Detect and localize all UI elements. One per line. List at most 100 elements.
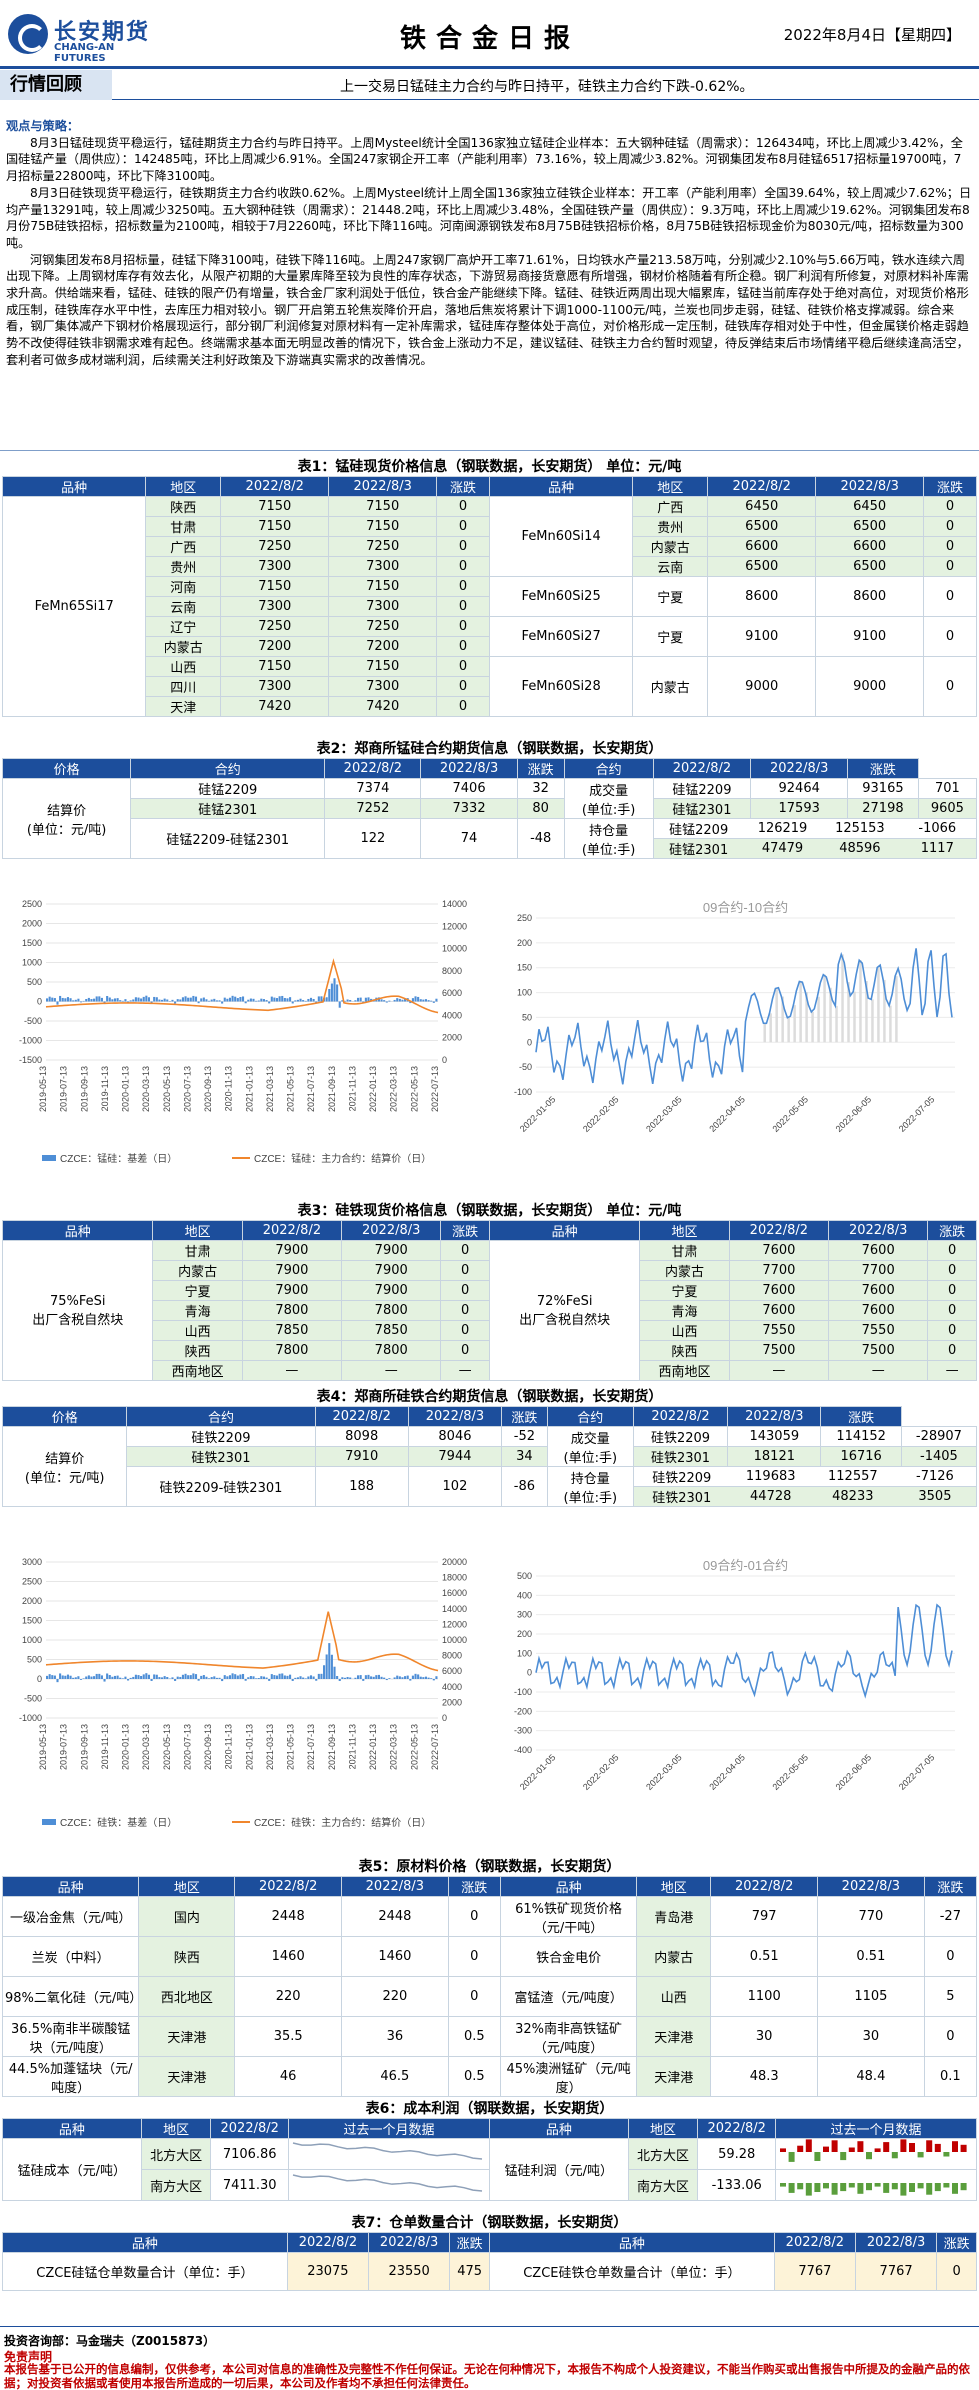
table-cell: 7550 [729, 1321, 828, 1341]
basis-bar [310, 998, 312, 1002]
table-cell: 西南地区 [640, 1361, 729, 1381]
table-cell: 6600 [816, 537, 924, 557]
basis-bar [425, 999, 427, 1001]
y-tick-label: 400 [517, 1590, 532, 1600]
table-cell: 2448 [342, 1897, 449, 1937]
table-cell: 0.5 [448, 2017, 500, 2057]
table-cell: 宁夏 [633, 577, 708, 617]
table-cell: 兰炭（中料） [3, 1937, 139, 1977]
table-cell: 内蒙古 [640, 1261, 729, 1281]
basis-bar [166, 1677, 168, 1679]
table-cell: 陕西 [146, 497, 221, 517]
basis-bar [224, 998, 226, 1002]
x-tick-label: 2022-03-13 [389, 1724, 399, 1770]
column-header: 品种 [3, 1877, 139, 1897]
basis-bar [56, 1002, 58, 1005]
basis-bar [242, 1674, 244, 1679]
spread-bar [775, 988, 778, 1042]
product-sub: 出厂含税自然块 [492, 1309, 637, 1328]
sparkbar [900, 2183, 906, 2196]
metric-unit: (单位:手) [550, 1487, 631, 1506]
column-header: 涨跌 [517, 759, 564, 779]
table-cell: 0 [437, 657, 490, 677]
table-cell: 0 [437, 537, 490, 557]
column-header: 品种 [3, 2119, 142, 2139]
table-cell: 6500 [816, 557, 924, 577]
basis-bar [305, 1678, 307, 1679]
basis-bar [417, 997, 419, 1002]
table-cell: 0 [448, 1897, 500, 1937]
table-cell: 7800 [342, 1341, 441, 1361]
basis-bar [75, 1677, 77, 1679]
footer-rule [0, 2326, 979, 2327]
table-cell: 2448 [235, 1897, 342, 1937]
table-cell: 112557 [812, 1467, 894, 1487]
table-cell: 铁合金电价 [500, 1937, 636, 1977]
table-cell: 701 [918, 779, 976, 799]
x-tick-label: 2021-07-13 [306, 1066, 316, 1112]
column-header: 地区 [637, 1877, 711, 1897]
product-grade: 75%FeSi [5, 1294, 150, 1309]
column-header: 地区 [633, 477, 708, 497]
table-cell: 0 [437, 497, 490, 517]
sparkbar [823, 2147, 829, 2152]
basis-bar [49, 1674, 51, 1679]
basis-bar [412, 1676, 414, 1679]
table-cell: 富锰渣（元/吨度） [500, 1977, 636, 2017]
column-header: 2022/8/2 [315, 1407, 408, 1427]
product-grade: 72%FeSi [492, 1294, 637, 1309]
sparkbar [892, 2152, 898, 2158]
report-title: 铁合金日报 [350, 18, 630, 55]
basis-bar [401, 1677, 403, 1679]
basis-bar [386, 1002, 388, 1003]
basis-bar [85, 999, 87, 1001]
basis-bar [205, 999, 207, 1001]
basis-bar [145, 996, 147, 1002]
table-cell: 7900 [242, 1241, 341, 1261]
basis-bar [101, 998, 103, 1002]
basis-bar [164, 999, 166, 1002]
metric-label-text: 成交量 [550, 1428, 631, 1447]
basis-bar [294, 1678, 296, 1679]
table-cell: 47479 [744, 839, 821, 859]
basis-bar [80, 1679, 82, 1680]
basis-bar [124, 999, 126, 1001]
table-cell: 硅铁2209-硅铁2301 [127, 1467, 315, 1507]
x-tick-label: 2021-09-13 [327, 1724, 337, 1770]
basis-bar [185, 1674, 187, 1679]
table-cell: 内蒙古 [146, 637, 221, 657]
metric-label-text: 持仓量 [550, 1468, 631, 1487]
sparkbar [935, 2183, 941, 2191]
x-tick-label: 2019-07-13 [59, 1066, 69, 1112]
basis-bar [77, 999, 79, 1002]
column-header: 2022/8/2 [653, 759, 751, 779]
table-cell: 220 [235, 1977, 342, 2017]
basis-bar [302, 1000, 304, 1001]
basis-bar [286, 998, 288, 1001]
basis-bar [297, 1677, 299, 1679]
table-cell: 青海 [153, 1301, 242, 1321]
basis-bar [208, 1001, 210, 1002]
sparkbar [806, 2183, 812, 2196]
table-cell: 硅铁2301 [633, 1447, 727, 1467]
x-tick-label: 2020-11-13 [224, 1724, 234, 1769]
table-cell: 山西 [153, 1321, 242, 1341]
chart-mnsi-basis: 25002000150010005000-500-1000-1500140001… [2, 892, 482, 1172]
basis-bar [156, 997, 158, 1001]
table-cell: 0 [924, 2017, 976, 2057]
settle-unit: (单位：元/吨) [5, 819, 128, 838]
basis-bar [360, 1675, 362, 1679]
column-header: 合约 [564, 759, 653, 779]
table-cell: 44728 [730, 1487, 812, 1507]
table-cell: 南方大区 [141, 2170, 211, 2201]
basis-bar [428, 1000, 430, 1001]
table-cell: 6600 [708, 537, 816, 557]
table-cell: 7150 [221, 577, 329, 597]
spread-bar [841, 954, 844, 1042]
